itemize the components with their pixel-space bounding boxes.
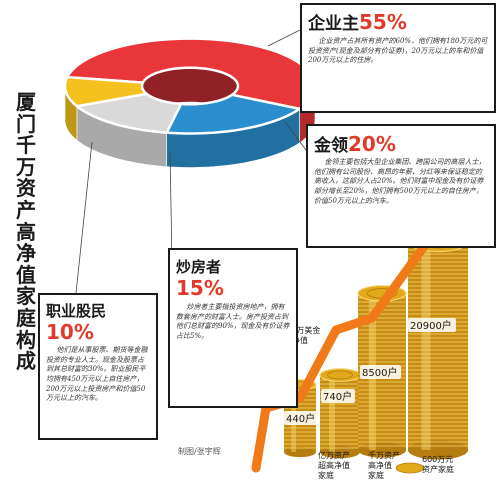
tier-label-3-1: 资产家庭 (422, 464, 454, 474)
gold-percent: 20% (348, 132, 396, 156)
tier-label-2-2: 家庭 (368, 470, 384, 480)
house-box: 炒房者 15% 炒房者主要指投资房地产，拥有数套房产的财富人士。房产投资占到他们… (168, 248, 298, 408)
connector-line-0 (267, 29, 301, 47)
tier-count-3: 20900户 (410, 319, 452, 332)
stock-percent: 10% (46, 320, 94, 344)
tier-label-3-0: 600万元 (422, 455, 453, 464)
tier-count-1: 740户 (323, 390, 352, 403)
owner-text: 企业资产占其所有资产的60%，他们拥有180万元的可投资资产(现金及部分有价证券… (308, 37, 488, 65)
gold-label: 金领 (314, 136, 348, 156)
house-text: 炒房者主要指投资房地产，拥有数套房产的财富人士。房产投资占到他们总财富的90%，… (176, 303, 290, 340)
tier-label-0-0: 3000万美金 (276, 325, 320, 335)
donut-slice-3 (63, 75, 148, 108)
gold-heading: 金领20% (314, 131, 488, 156)
tier-label-1-2: 家庭 (318, 470, 334, 480)
tier-label-2-1: 高净值 (368, 460, 392, 470)
tier-count-0: 440户 (286, 412, 315, 425)
gold-box: 金领20% 金领主要包括大型企业集团、跨国公司的高层人士，他们拥有公司股份、高昂… (306, 124, 496, 248)
owner-box: 企业主55% 企业资产占其所有资产的60%，他们拥有180万元的可投资资产(现金… (300, 3, 496, 113)
connector-line-1 (284, 121, 307, 151)
owner-percent: 55% (359, 10, 407, 34)
tier-label-1-0: 亿万资产 (318, 450, 350, 460)
donut-inner-wall-0 (142, 67, 238, 120)
gold-text: 金领主要包括大型企业集团、跨国公司的高层人士，他们拥有公司股份、高昂的年薪、分红… (314, 158, 486, 205)
house-percent: 15% (176, 276, 224, 300)
owner-label: 企业主 (308, 14, 359, 34)
coin-stacks (283, 231, 469, 474)
credit: 制图/张宇辉 (178, 447, 221, 456)
connector-line-3 (75, 141, 93, 294)
stock-box: 职业股民 10% 他们是从事股票、期货等金融投资的专业人士。现金及股票占到其总财… (38, 293, 158, 440)
page-title: 厦门千万资产高净值家庭构成 (16, 90, 36, 374)
connector-line-2 (169, 151, 173, 263)
donut-chart (63, 29, 317, 294)
loose-coin (395, 462, 425, 474)
stock-label: 职业股民 (46, 302, 107, 320)
tier-label-2-0: 千万资产 (368, 450, 400, 460)
stock-text: 他们是从事股票、期货等金融投资的专业人士。现金及股票占到其总财富的30%。职业股… (46, 346, 148, 403)
tier-count-2: 8500户 (362, 366, 397, 379)
arrow-line (251, 225, 441, 473)
coin-stack-1 (319, 368, 361, 459)
owner-heading: 企业主55% (308, 9, 488, 34)
tier-label-1-1: 超高净值 (318, 460, 350, 470)
count-labels: 440户 740户 8500户 20900户 (284, 318, 456, 425)
coin-stack-3 (407, 231, 469, 460)
house-label: 炒房者 (176, 258, 222, 276)
